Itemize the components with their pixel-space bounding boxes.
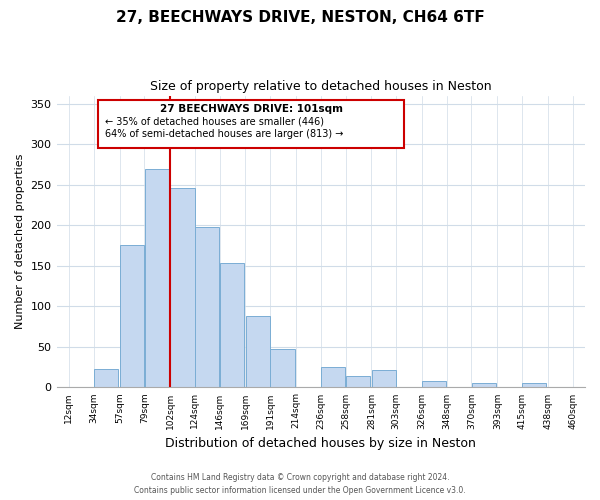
FancyBboxPatch shape <box>98 100 404 148</box>
Bar <box>422 381 446 388</box>
Y-axis label: Number of detached properties: Number of detached properties <box>15 154 25 329</box>
Bar <box>94 369 118 388</box>
Bar <box>120 244 144 388</box>
Bar <box>346 376 370 388</box>
Text: 27, BEECHWAYS DRIVE, NESTON, CH64 6TF: 27, BEECHWAYS DRIVE, NESTON, CH64 6TF <box>116 10 484 25</box>
Text: Contains HM Land Registry data © Crown copyright and database right 2024.
Contai: Contains HM Land Registry data © Crown c… <box>134 474 466 495</box>
Bar <box>271 350 295 388</box>
Bar <box>472 384 496 388</box>
Text: 64% of semi-detached houses are larger (813) →: 64% of semi-detached houses are larger (… <box>105 129 343 139</box>
Bar <box>220 264 244 388</box>
Text: ← 35% of detached houses are smaller (446): ← 35% of detached houses are smaller (44… <box>105 116 324 126</box>
Bar <box>145 168 169 388</box>
Text: 27 BEECHWAYS DRIVE: 101sqm: 27 BEECHWAYS DRIVE: 101sqm <box>160 104 343 115</box>
Bar <box>170 188 194 388</box>
Bar <box>523 384 547 388</box>
Title: Size of property relative to detached houses in Neston: Size of property relative to detached ho… <box>150 80 491 93</box>
Bar <box>371 370 396 388</box>
Bar <box>246 316 270 388</box>
X-axis label: Distribution of detached houses by size in Neston: Distribution of detached houses by size … <box>166 437 476 450</box>
Bar <box>195 227 219 388</box>
Bar <box>321 367 345 388</box>
